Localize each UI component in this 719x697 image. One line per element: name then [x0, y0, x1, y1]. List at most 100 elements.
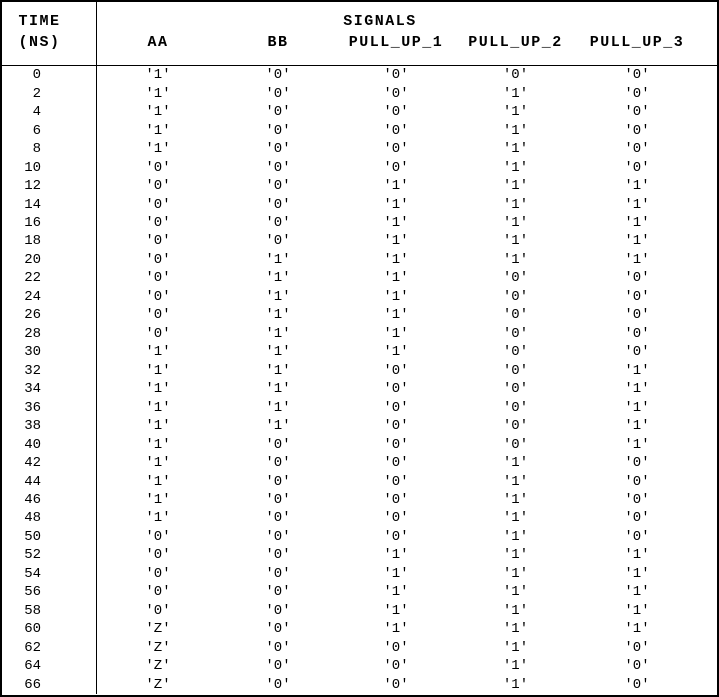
- signal-value-cell: '0': [265, 639, 291, 656]
- signal-value-cell: '1': [145, 510, 171, 527]
- signal-value-cell: '1': [502, 455, 529, 472]
- signal-value-cell: '1': [145, 362, 171, 379]
- signal-value-cell: '1': [265, 418, 291, 435]
- signal-value-cell: '1': [265, 399, 291, 416]
- signal-value-cell: '1': [145, 399, 171, 416]
- signal-value-cell: '0': [265, 584, 291, 601]
- signal-value-cell: '0': [502, 270, 529, 287]
- signal-value-cell: '1': [502, 621, 529, 638]
- signal-value-cell: '0': [145, 288, 171, 305]
- signal-value-cell: '1': [383, 344, 409, 361]
- signal-value-cell: '1': [383, 233, 409, 250]
- time-cell: 60: [2, 620, 97, 639]
- table-row: 44 '1' '0' '0' '1' '0': [2, 472, 717, 491]
- table-row: 24 '0' '1' '1' '0' '0': [2, 287, 717, 307]
- signal-value-cell: '0': [383, 159, 409, 176]
- signal-value-cell: '0': [145, 214, 171, 231]
- time-cell: 62: [2, 638, 97, 657]
- signal-value-cell: '0': [265, 436, 291, 453]
- signal-value-cell: '1': [624, 233, 650, 250]
- time-cell: 12: [2, 176, 97, 196]
- signal-value-cell: '0': [265, 547, 291, 564]
- signal-value-cell: '0': [145, 325, 171, 342]
- table-body: 0'1' '0' '0' '0' '0' 2'1' '0' '0' '1' '0' 4'1' '0' '…: [2, 66, 717, 694]
- signal-value-cell: '1': [145, 381, 171, 398]
- signal-value-cell: '1': [502, 473, 529, 490]
- table-row: 2 '1' '0' '0' '1' '0': [2, 84, 717, 103]
- signal-value-cell: '0': [624, 658, 650, 675]
- signal-value-cell: '1': [624, 547, 650, 564]
- signal-value-cell: '1': [145, 122, 171, 139]
- signal-value-cell: '0': [624, 122, 650, 139]
- signal-value-cell: '1': [145, 141, 171, 158]
- signal-value-cell: '1': [502, 104, 529, 121]
- signal-value-cell: '1': [502, 85, 529, 102]
- signal-value-cell: '1': [265, 381, 291, 398]
- table-row: 64 'Z' '0' '0' '1' '0': [2, 657, 717, 676]
- signal-value-cell: '0': [383, 381, 409, 398]
- signal-value-cell: '0': [502, 344, 529, 361]
- signal-value-cell: '0': [383, 399, 409, 416]
- signal-value-cell: '0': [265, 159, 291, 176]
- signal-value-cell: '0': [502, 325, 529, 342]
- signal-value-cell: '1': [502, 658, 529, 675]
- signal-value-cell: '0': [265, 196, 291, 213]
- table-row: 42 '1' '0' '0' '1' '0': [2, 453, 717, 473]
- signal-value-cell: '1': [624, 584, 650, 601]
- signal-value-cell: '0': [145, 159, 171, 176]
- signal-value-cell: '0': [265, 104, 291, 121]
- table-row: 0 '1' '0' '0' '0' '0': [2, 66, 717, 85]
- signal-value-cell: '0': [383, 658, 409, 675]
- signal-value-cell: '1': [502, 159, 529, 176]
- signal-value-cell: '1': [502, 492, 529, 509]
- signal-value-cell: '1': [502, 528, 529, 545]
- signal-value-cell: '0': [145, 602, 171, 619]
- table-row: 62 'Z' '0' '0' '1' '0': [2, 638, 717, 657]
- signal-value-cell: '0': [383, 104, 409, 121]
- signal-value-cell: '0': [624, 159, 650, 176]
- signal-value-cell: '0': [383, 141, 409, 158]
- table-row: 18 '0' '0' '1' '1' '1': [2, 232, 717, 251]
- table-row: 36 '1' '1' '0' '0' '1': [2, 398, 717, 417]
- table-row: 50 '0' '0' '0' '1' '0': [2, 527, 717, 547]
- time-cell: 54: [2, 564, 97, 584]
- signal-value-cell: '0': [383, 362, 409, 379]
- signal-value-cell: '1': [624, 362, 650, 379]
- signal-value-cell: '0': [383, 639, 409, 656]
- table-row: 10 '0' '0' '0' '1' '0': [2, 158, 717, 177]
- signal-value-cell: '0': [145, 584, 171, 601]
- signal-value-cell: '0': [502, 362, 529, 379]
- signal-value-cell: '0': [624, 344, 650, 361]
- signals-header: SIGNALS AA BB PULL_UP_1 PULL_UP_2 PULL_UP_3: [97, 2, 717, 65]
- signal-value-cell: 'Z': [145, 676, 171, 693]
- time-cell: 36: [2, 398, 97, 417]
- signal-value-cell: '1': [145, 104, 171, 121]
- time-cell: 32: [2, 361, 97, 380]
- signal-value-cell: '1': [383, 270, 409, 287]
- signal-value-cell: '0': [265, 565, 291, 582]
- time-cell: 28: [2, 324, 97, 344]
- signal-value-cell: '0': [502, 436, 529, 453]
- signal-value-cell: '1': [502, 639, 529, 656]
- signal-value-cell: '1': [624, 178, 650, 195]
- column-header-pull_up_2: PULL_UP_2: [468, 34, 563, 51]
- signal-value-cell: '0': [624, 67, 650, 84]
- column-header-aa: AA: [147, 34, 169, 51]
- time-cell: 30: [2, 343, 97, 362]
- signal-value-cell: '1': [383, 288, 409, 305]
- table-row: 6 '1' '0' '0' '1' '0': [2, 121, 717, 140]
- table-row: 58 '0' '0' '1' '1' '1': [2, 601, 717, 621]
- signal-value-cell: '0': [383, 492, 409, 509]
- signal-value-cell: '1': [145, 67, 171, 84]
- signal-value-cell: '0': [265, 492, 291, 509]
- signal-value-cell: '0': [145, 565, 171, 582]
- table-row: 52 '0' '0' '1' '1' '1': [2, 546, 717, 565]
- signal-value-cell: '0': [383, 418, 409, 435]
- time-header-line1: TIME: [18, 13, 61, 30]
- signal-value-cell: '0': [265, 67, 291, 84]
- table-row: 12 '0' '0' '1' '1' '1': [2, 176, 717, 196]
- time-cell: 42: [2, 453, 97, 473]
- signal-value-cell: '0': [383, 85, 409, 102]
- time-cell: 26: [2, 306, 97, 325]
